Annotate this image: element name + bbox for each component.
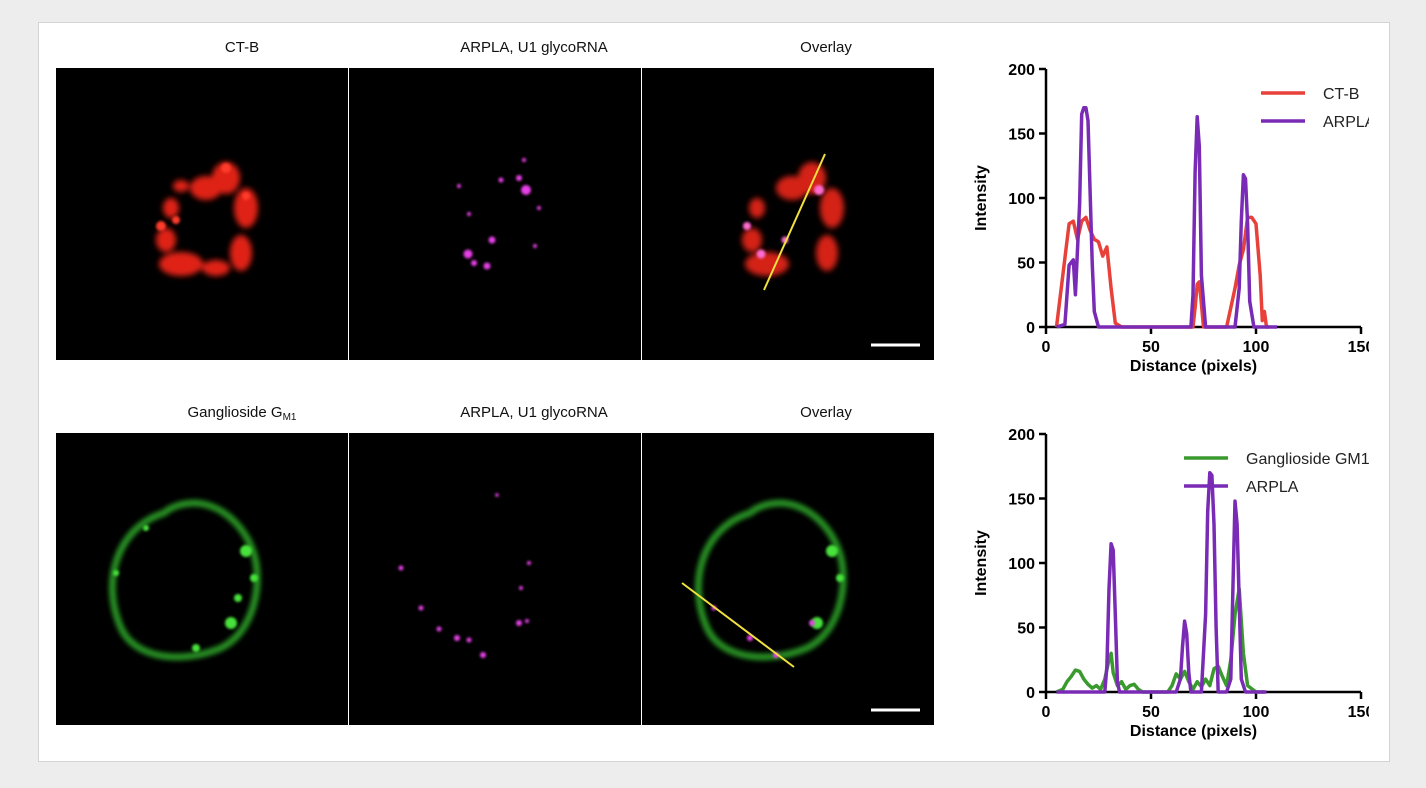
y-tick-label: 0	[1026, 685, 1035, 702]
series-line-arpla	[1055, 105, 1277, 329]
legend-label: ARPLA	[1246, 479, 1299, 496]
line-chart-gm1-arpla: 0 50 100 150 200 0 50 100 150 Distance (pixels) In…	[973, 427, 1369, 740]
x-tick-label: 100	[1243, 339, 1270, 356]
y-tick-label: 0	[1026, 320, 1035, 337]
micrograph-overlay-row2	[642, 433, 934, 725]
legend-label: CT-B	[1323, 86, 1359, 103]
y-axis-label: Intensity	[973, 165, 990, 231]
y-axis-label: Intensity	[973, 530, 990, 596]
y-tick-label: 50	[1017, 621, 1035, 638]
micrograph-ctb-red	[56, 68, 348, 360]
panel-title-overlay-2: Overlay	[800, 404, 852, 421]
panel-title-ctb: CT-B	[224, 39, 260, 56]
micrograph-ganglioside-green	[56, 433, 348, 725]
legend-label: Ganglioside GM1	[1246, 451, 1369, 468]
micrograph-overlay-row1	[642, 68, 934, 360]
x-tick-label: 150	[1348, 339, 1369, 356]
micrograph-arpla-row2	[349, 433, 641, 725]
x-tick-label: 50	[1142, 704, 1160, 721]
figure-canvas: CT-B ARPLA, U1 glycoRNA Overlay	[38, 22, 1390, 762]
x-tick-label: 0	[1042, 704, 1051, 721]
x-tick-label: 100	[1243, 704, 1270, 721]
line-chart-ctb-arpla: 0 50 100 150 200 0 50 100 150 Distance (pixels) In…	[973, 62, 1369, 375]
micrograph-arpla-row1	[349, 68, 641, 360]
panel-title-ganglioside: Ganglioside GM1	[187, 404, 297, 423]
panel-title-arpla-2: ARPLA, U1 glycoRNA	[460, 404, 608, 421]
y-tick-label: 200	[1008, 427, 1035, 444]
y-tick-label: 50	[1017, 256, 1035, 273]
legend-label: ARPLA	[1323, 114, 1369, 131]
y-tick-label: 100	[1008, 191, 1035, 208]
y-tick-label: 200	[1008, 62, 1035, 79]
x-axis-label: Distance (pixels)	[1130, 358, 1257, 375]
x-tick-label: 150	[1348, 704, 1369, 721]
x-axis-label: Distance (pixels)	[1130, 723, 1257, 740]
y-tick-label: 150	[1008, 127, 1035, 144]
y-tick-label: 100	[1008, 556, 1035, 573]
x-tick-label: 0	[1042, 339, 1051, 356]
panel-title-arpla: ARPLA, U1 glycoRNA	[460, 39, 608, 56]
y-tick-label: 150	[1008, 492, 1035, 509]
series-line-ctb	[1054, 215, 1269, 329]
panel-title-overlay: Overlay	[800, 39, 852, 56]
series-line-arpla	[1056, 470, 1267, 694]
x-tick-label: 50	[1142, 339, 1160, 356]
